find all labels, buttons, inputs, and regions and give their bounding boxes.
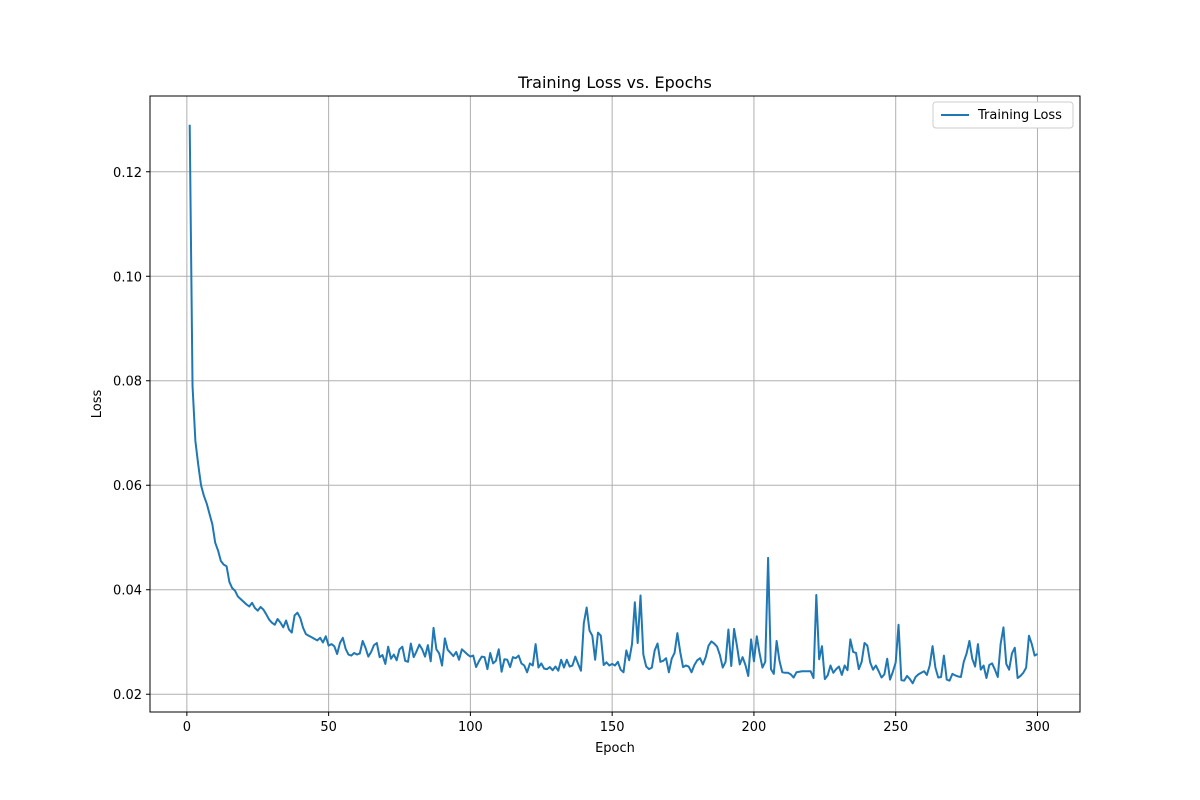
legend-box <box>932 101 1074 129</box>
x-tick-label: 0 <box>183 720 191 735</box>
y-tick-label: 0.04 <box>113 584 142 599</box>
grid-lines <box>150 96 1080 712</box>
y-tick-label: 0.08 <box>113 375 142 390</box>
x-tick-label: 250 <box>883 720 908 735</box>
x-tick-label: 300 <box>1025 720 1050 735</box>
plot-area <box>150 96 1080 712</box>
legend-label-training-loss: Training Loss <box>977 108 1062 123</box>
y-tick-label: 0.06 <box>113 479 142 494</box>
x-tick-label: 200 <box>742 720 767 735</box>
series-line-training-loss <box>188 124 1038 685</box>
y-tick-label: 0.02 <box>113 688 142 703</box>
x-axis-ticks: 0 50 100 150 200 250 300 <box>183 712 1050 735</box>
y-tick-label: 0.10 <box>113 270 142 285</box>
x-tick-label: 150 <box>600 720 625 735</box>
y-axis-label: Loss <box>90 390 105 419</box>
x-tick-label: 50 <box>320 720 337 735</box>
x-tick-label: 100 <box>458 720 483 735</box>
legend: Training Loss <box>932 101 1074 129</box>
y-tick-label: 0.12 <box>113 166 142 181</box>
x-axis-label: Epoch <box>595 741 635 756</box>
chart-title: Training Loss vs. Epochs <box>517 73 712 92</box>
y-axis-ticks: 0.02 0.04 0.06 0.08 0.10 0.12 <box>113 166 150 703</box>
plot-frame <box>149 95 1081 713</box>
